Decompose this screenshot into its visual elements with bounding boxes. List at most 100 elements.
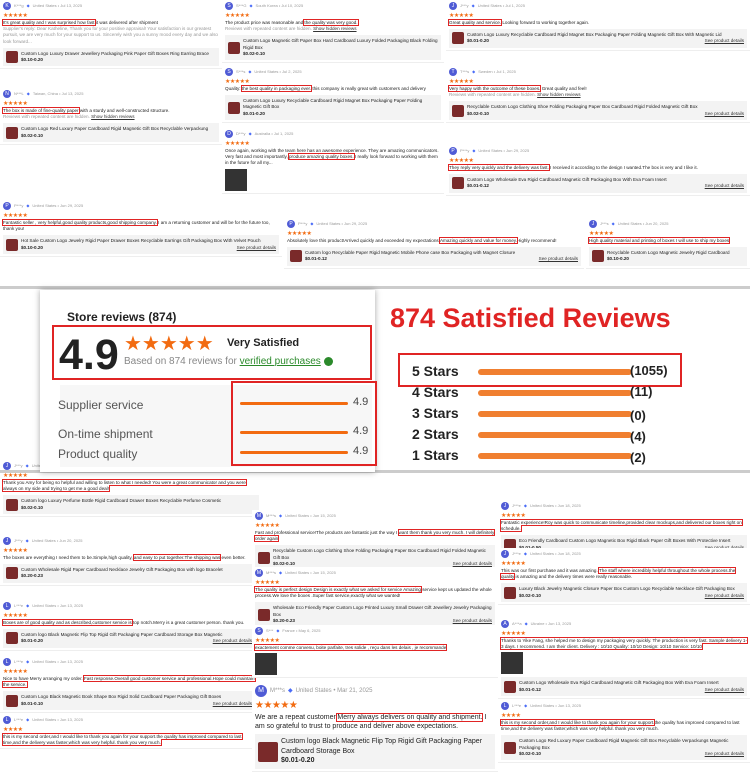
review-stars: ★★★★★ [225,141,250,147]
product-link[interactable]: Wholesale Eco Friendly Paper Custom Logo… [255,602,495,628]
see-product-details-link[interactable]: See product details [705,545,744,551]
product-link[interactable]: Custom Logo Luxury Drawer Jewellery Pack… [3,47,219,67]
product-thumbnail [258,551,270,564]
product-thumbnail [452,32,464,45]
store-reviews-tab[interactable]: Store reviews (874) [67,310,177,324]
review-card: D D***y ◆ Australia • Jul 1, 2025 ★★★★★ Once … [222,128,444,194]
review-text: this is my second order,and I would like… [499,719,740,732]
review-meta: United States • Jun 29, 2025 [32,203,84,209]
reviewer-name: J***e [512,551,521,557]
rating-label: Very Satisfied [227,337,300,349]
review-card: J J***y ◆ United States • Jun 20, 2025 ★★★★★… [0,535,262,586]
highlighted-text: this is my second order,and I would like… [2,733,243,747]
product-link[interactable]: Custom logo Black Magnetic Flip Top Rigi… [3,629,255,648]
product-link[interactable]: Custom Wholesale Rigid Paper Cardboard N… [3,564,259,583]
supplier-service-label: Supplier service [58,398,144,412]
product-link[interactable]: Recyclable Custom Logo Clothing Shoe Fol… [255,545,495,571]
review-header: L L***e ◆ United States • Jun 13, 2025 [3,658,255,666]
divider [0,470,750,473]
reviewer-name: T***s [460,69,470,75]
product-thumbnail [6,51,18,64]
see-product-details-link[interactable]: See product details [704,110,744,116]
highlighted-text: exactement comme convenu, boite parfaite… [253,644,448,652]
review-photo[interactable] [255,653,277,676]
see-product-details-link[interactable]: See product details [704,183,744,189]
see-product-details-link[interactable]: See product details [236,244,276,250]
star-level-count: (1055) [630,363,668,378]
verified-purchases-link[interactable]: verified purchases [239,356,321,367]
review-photo[interactable] [501,652,523,675]
review-meta: South Korea • Jul 10, 2025 [255,3,304,9]
product-link[interactable]: Custom Logo Luxury Recyclable Cardboard … [225,95,441,120]
see-product-details-link[interactable]: See product details [704,750,744,756]
avatar: M [255,685,267,697]
reviewer-name: L***e [512,703,522,709]
review-stars: ★★★★ [3,727,23,733]
review-meta: Sweden • Jul 1, 2025 [478,69,516,75]
star-level-count: (4) [630,429,646,444]
product-link[interactable]: Custom Logo Red Luxury Paper Cardboard R… [501,735,747,761]
review-meta: United States • Jun 18, 2025 [529,551,581,557]
review-card: L L***e ◆ United States • Jun 13, 2025 ★★★★★… [0,600,258,651]
verified-badge-icon: ◆ [472,69,476,75]
review-header: N N***L ◆ Taiwan, China • Jul 13, 2025 [3,90,219,98]
product-link[interactable]: Recyclable Custom Logo Clothing Shoe Fol… [449,101,747,120]
product-link[interactable]: Custom logo Recyclable Paper Rigid Magne… [287,247,581,266]
review-text: The box is made of fine-quality paper wi… [2,107,170,115]
review-header: D D***y ◆ Australia • Jul 1, 2025 [225,130,441,138]
supplier-service-value: 4.9 [353,396,369,408]
review-text: Absolutely love this product!Arrived qui… [287,237,557,245]
star-level-count: (11) [630,384,653,399]
review-meta: United States • Jun 13, 2025 [530,703,581,709]
show-hidden-link[interactable]: Show hidden reviews [91,114,135,120]
see-product-details-link[interactable]: See product details [704,592,744,598]
review-header: T T***s ◆ Sweden • Jul 1, 2025 [449,68,747,76]
avatar: D [225,130,233,138]
see-product-details-link[interactable]: See product details [538,256,578,262]
product-quality-label: Product quality [58,447,138,461]
product-title: Recyclable Custom Logo Clothing Shoe Fol… [273,548,486,560]
avatar: J [3,462,11,470]
product-link[interactable]: Recyclable Custom Logo Magnetic Jewelry … [589,247,747,266]
product-link[interactable]: Custom Logo Black Magnetic Book Shape Bo… [3,691,255,710]
product-link[interactable]: Custom logo Black Magnetic Flip Top Rigi… [255,734,495,769]
see-product-details-link[interactable]: See product details [452,560,492,566]
product-link[interactable]: Custom Logo Red Luxury Paper Cardboard R… [3,123,219,142]
avatar: M [255,569,263,577]
avatar: K [3,2,11,10]
product-link[interactable]: Custom Logo Wholesale Eva Rigid Cardboar… [501,677,747,696]
see-product-details-link[interactable]: See product details [212,700,252,706]
review-header: S S***s ◆ United States • Jul 2, 2025 [225,68,441,76]
review-card: L L***e ◆ United States • Jun 13, 2025 ★★★★★… [0,656,258,713]
reviewer-name: L***e [14,717,24,723]
product-link[interactable]: Luxury Black Jewelry Magnetic Closure Pa… [501,583,747,602]
show-hidden-link[interactable]: Show hidden reviews [313,26,357,32]
see-product-details-link[interactable]: See product details [452,617,492,623]
avatar: L [3,716,11,724]
product-link[interactable]: Hot Sale Custom Logo Jewelry Rigid Paper… [3,235,279,254]
review-header: K K***g ◆ United States • Jul 13, 2025 [3,2,219,10]
review-text: Very happy with the outcome of these box… [447,85,587,93]
product-link[interactable]: Custom Logo Wholesale Eva Rigid Cardboar… [449,174,747,193]
show-hidden-link[interactable]: Show hidden reviews [537,92,581,98]
product-link[interactable]: Custom logo Luxury Perfume Bottle Rigid … [3,495,259,514]
reviewer-name: P***y [298,221,308,227]
review-photo[interactable] [225,168,247,191]
see-product-details-link[interactable]: See product details [212,638,252,644]
product-title: Custom logo Recyclable Paper Rigid Magne… [305,250,516,256]
product-link[interactable]: Custom Logo Magnetic Gift Paper Box Hard… [225,35,441,61]
see-product-details-link[interactable]: See product details [704,38,744,44]
review-text: Thank you Amy for being so helpful and w… [2,479,259,493]
reviewer-name: N***L [14,91,24,97]
see-product-details-link[interactable]: See product details [704,686,744,692]
review-text: They reply very quickly and the delivery… [448,164,698,172]
verified-badge-icon: ◆ [276,628,280,634]
review-card: J J***s ◆ United States • Jun 20, 2025 ★★★★★… [586,218,750,269]
highlighted-text: It's great quality and I was surprised h… [2,19,96,27]
review-meta: United States • Jun 29, 2025 [478,148,530,154]
product-link[interactable]: Custom Logo Luxury Recyclable Cardboard … [449,29,747,48]
product-price: $0.02-0.10 [467,110,489,116]
reviewer-name: L***e [14,659,24,665]
product-title: Luxury Black Jewelry Magnetic Closure Pa… [519,586,735,592]
avatar: P [3,202,11,210]
